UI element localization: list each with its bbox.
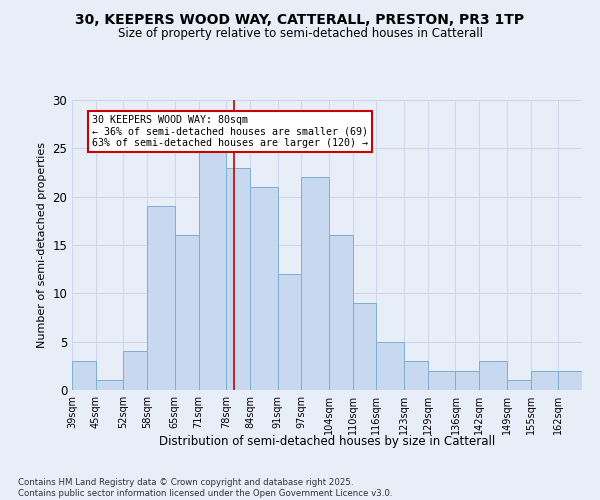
Bar bbox=[558, 370, 582, 390]
Bar bbox=[72, 361, 96, 390]
Text: Size of property relative to semi-detached houses in Catterall: Size of property relative to semi-detach… bbox=[118, 28, 482, 40]
Bar bbox=[226, 168, 250, 390]
Bar bbox=[329, 236, 353, 390]
Bar bbox=[404, 361, 428, 390]
Bar bbox=[199, 148, 226, 390]
Text: Contains HM Land Registry data © Crown copyright and database right 2025.
Contai: Contains HM Land Registry data © Crown c… bbox=[18, 478, 392, 498]
Bar bbox=[376, 342, 404, 390]
Bar bbox=[124, 352, 147, 390]
Bar bbox=[455, 370, 479, 390]
Text: 30, KEEPERS WOOD WAY, CATTERALL, PRESTON, PR3 1TP: 30, KEEPERS WOOD WAY, CATTERALL, PRESTON… bbox=[76, 12, 524, 26]
Y-axis label: Number of semi-detached properties: Number of semi-detached properties bbox=[37, 142, 47, 348]
Text: Distribution of semi-detached houses by size in Catterall: Distribution of semi-detached houses by … bbox=[159, 435, 495, 448]
Bar bbox=[175, 236, 199, 390]
Bar bbox=[530, 370, 558, 390]
Bar bbox=[479, 361, 507, 390]
Text: 30 KEEPERS WOOD WAY: 80sqm
← 36% of semi-detached houses are smaller (69)
63% of: 30 KEEPERS WOOD WAY: 80sqm ← 36% of semi… bbox=[92, 114, 368, 148]
Bar bbox=[301, 178, 329, 390]
Bar bbox=[96, 380, 124, 390]
Bar bbox=[507, 380, 530, 390]
Bar bbox=[278, 274, 301, 390]
Bar bbox=[147, 206, 175, 390]
Bar bbox=[353, 303, 376, 390]
Bar bbox=[250, 187, 278, 390]
Bar bbox=[428, 370, 455, 390]
